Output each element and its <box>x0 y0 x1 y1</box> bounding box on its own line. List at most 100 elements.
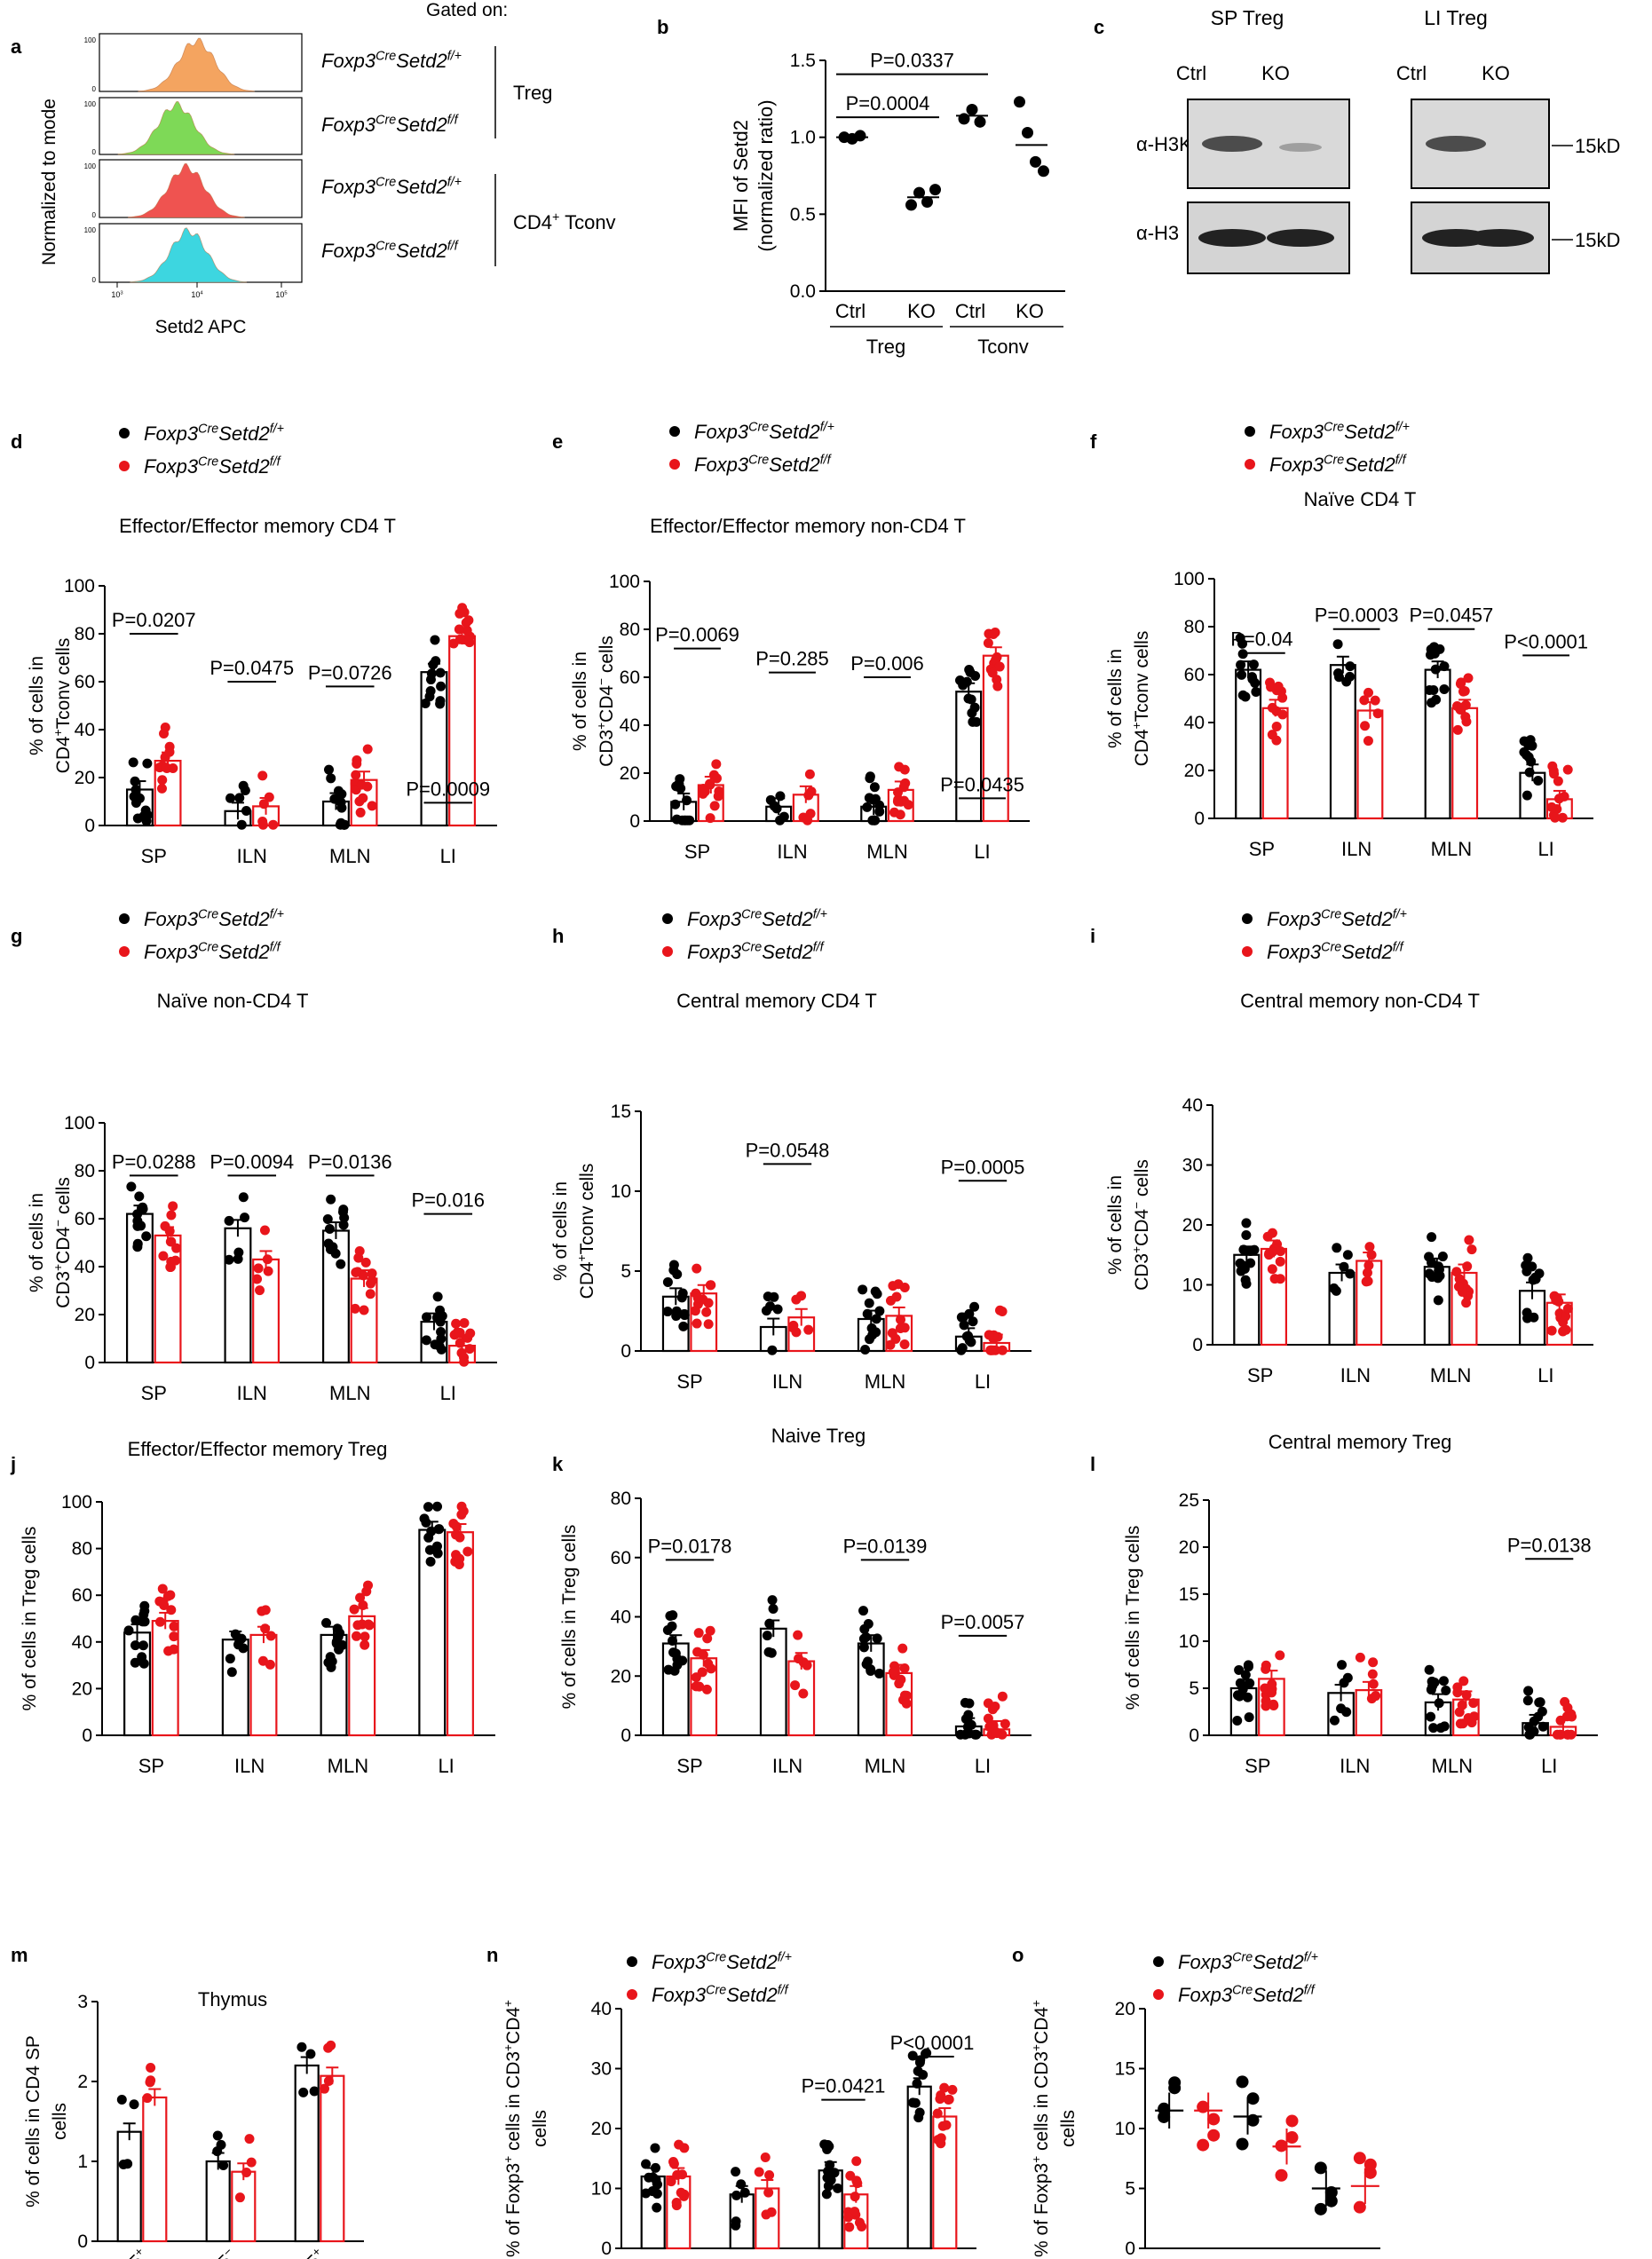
data-point <box>339 819 350 830</box>
p-value-label: P=0.0138 <box>1507 1534 1592 1556</box>
x-category-label: ILN <box>777 841 807 863</box>
y-axis-label: % of cells in <box>1105 1175 1126 1275</box>
x-category-label: SP <box>676 1755 702 1777</box>
x-category-label: LI <box>975 1370 991 1393</box>
data-point <box>142 758 153 769</box>
data-point <box>736 2179 747 2190</box>
data-point <box>1324 2194 1338 2208</box>
data-point <box>713 791 723 802</box>
y-tick-label: 40 <box>1184 713 1205 733</box>
label-part: % of cells in Treg cells <box>1123 1526 1143 1710</box>
chart-title: Central memory Treg <box>1269 1431 1452 1453</box>
panel-letter: j <box>10 1453 16 1475</box>
label-part: Tconv cells <box>577 1164 597 1255</box>
data-point <box>1363 1260 1374 1271</box>
data-point <box>253 1263 264 1274</box>
data-point <box>431 1541 442 1552</box>
data-point <box>1437 1252 1448 1262</box>
ctrl-bar-group <box>123 1600 152 1737</box>
data-point <box>971 1729 982 1740</box>
data-point <box>754 2167 764 2177</box>
data-point <box>298 2087 309 2097</box>
data-point <box>858 1633 869 1644</box>
ctrl-bar-group <box>125 757 154 827</box>
y-tick-label: 0 <box>620 1341 631 1362</box>
label-part: Setd2 <box>1341 908 1393 930</box>
bar-control <box>759 1627 787 1737</box>
label-part: Foxp3 <box>144 455 199 478</box>
hist-ymax: 100 <box>84 226 97 234</box>
label-part: CD4 <box>513 211 552 233</box>
data-point <box>1439 1721 1450 1732</box>
y-tick-label: 80 <box>75 1161 95 1181</box>
data-point <box>1546 1325 1557 1336</box>
label-part: cells <box>53 1177 74 1220</box>
chart-d: d Foxp3CreSetd2f/+Foxp3CreSetd2f/fEffecto… <box>11 423 497 867</box>
data-point <box>126 1181 137 1192</box>
label-part: CD3 <box>597 730 617 767</box>
data-point <box>435 667 446 678</box>
x-category-label: LI <box>440 845 456 867</box>
label-part: CD4 <box>53 1227 74 1264</box>
ctrl-bar-group <box>954 665 983 823</box>
label-part: f/f <box>813 941 826 955</box>
data-point <box>702 1633 713 1644</box>
x-tick-label: 103 <box>111 290 123 299</box>
data-point <box>265 1631 276 1641</box>
data-point <box>983 637 993 648</box>
data-point <box>668 1265 679 1276</box>
data-point <box>1353 2200 1366 2214</box>
data-point <box>260 1623 271 1634</box>
data-point <box>1353 2152 1366 2165</box>
y-axis-label: % of cells in Treg cells <box>559 1525 580 1710</box>
label-part: f/+ <box>778 1951 792 1965</box>
label-part: CD4 <box>1132 1209 1152 1246</box>
y-tick-label: 5 <box>1125 2179 1135 2200</box>
data-point <box>360 1631 370 1642</box>
label-part: Foxp3 <box>321 176 376 198</box>
label-part: + <box>51 729 65 736</box>
label-part: Foxp3 <box>1267 908 1322 930</box>
data-point <box>162 1591 173 1601</box>
data-point <box>358 1599 368 1610</box>
x-category-label: MLN <box>328 1755 368 1777</box>
legend-marker <box>627 1989 637 2000</box>
y-tick-label: 20 <box>75 1305 95 1325</box>
data-point <box>1366 1250 1377 1260</box>
x-category-label: MLN <box>1432 1755 1473 1777</box>
data-point <box>140 805 151 816</box>
data-point <box>1237 690 1248 700</box>
p-value-label: P=0.0178 <box>648 1535 732 1557</box>
label-part: f/f <box>1393 941 1405 955</box>
data-point <box>328 1242 338 1252</box>
label-part: + <box>51 1264 65 1271</box>
label-part: CD4 <box>503 2007 524 2044</box>
x-category-label: SP <box>138 1755 164 1777</box>
data-point <box>858 1642 869 1653</box>
data-point <box>1341 1707 1352 1718</box>
data-point <box>1242 1692 1253 1702</box>
ctrl-bar-group <box>765 791 793 825</box>
series-group <box>905 184 941 211</box>
label-part: f/+ <box>813 908 827 922</box>
ko-bar-group <box>885 1279 913 1353</box>
panel-letter: l <box>1090 1453 1095 1475</box>
ko-bar-group <box>350 744 378 827</box>
x-category-label: ILN <box>237 1382 267 1404</box>
data-point <box>421 1335 431 1346</box>
ko-bar-group <box>885 1643 913 1737</box>
data-point <box>964 1308 975 1319</box>
data-point <box>895 1315 905 1325</box>
p-value-label: P=0.0726 <box>308 661 392 683</box>
legend-label: Foxp3CreSetd2f/+ <box>1178 1951 1318 1973</box>
data-point <box>350 1303 360 1314</box>
panel-letter: f <box>1090 430 1097 453</box>
p-value-label: P=0.0139 <box>843 1535 928 1557</box>
data-point <box>1529 1312 1539 1323</box>
data-point <box>647 2172 658 2183</box>
legend: Foxp3CreSetd2f/+Foxp3CreSetd2f/f <box>1242 908 1407 963</box>
data-point <box>851 2156 862 2167</box>
label-part: Foxp3 <box>321 114 376 136</box>
panel-letter: i <box>1090 925 1095 947</box>
label-part: % of cells in <box>27 1193 47 1292</box>
